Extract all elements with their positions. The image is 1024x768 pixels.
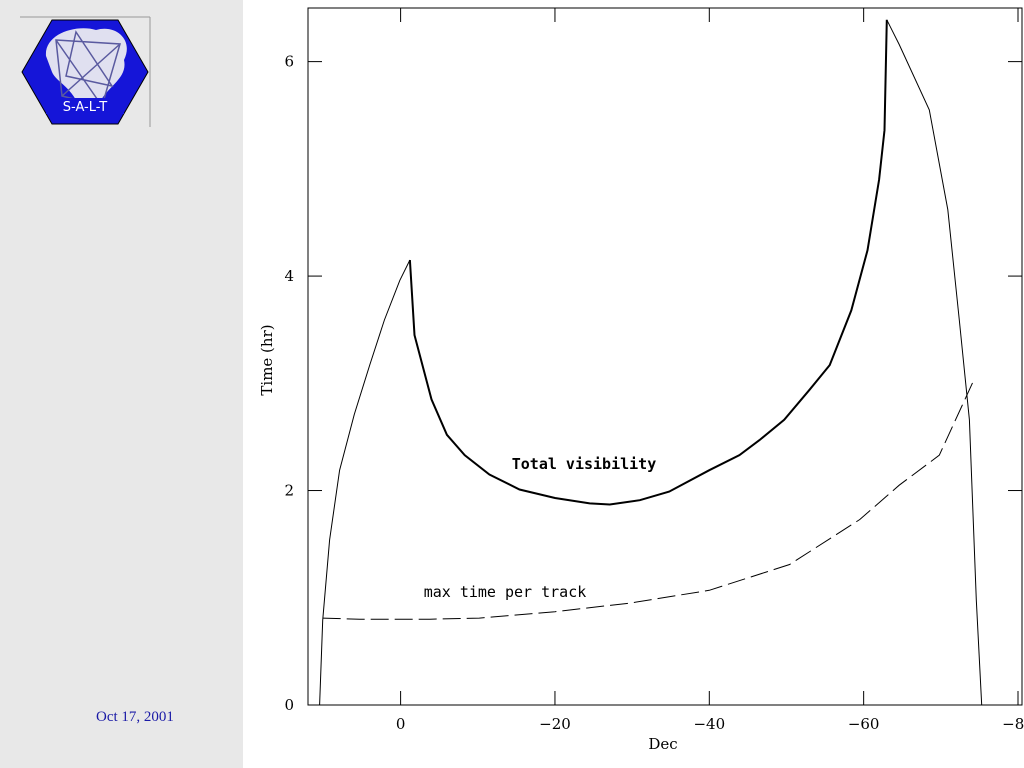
annotation: max time per track (424, 583, 587, 601)
x-tick-label: −60 (848, 715, 880, 733)
series-line (319, 259, 411, 706)
x-tick-label: −80 (1002, 715, 1024, 733)
y-tick-label: 0 (284, 696, 294, 714)
svg-text:S-A-L-T: S-A-L-T (63, 100, 107, 115)
x-tick-label: 0 (396, 715, 406, 733)
series-line (322, 377, 976, 620)
y-tick-label: 6 (284, 53, 294, 71)
series-line (408, 19, 888, 506)
sidebar: S-A-L-T Oct 17, 2001 (0, 0, 243, 768)
annotation: Total visibility (512, 455, 657, 473)
logo: S-A-L-T (20, 16, 151, 127)
x-tick-label: −40 (693, 715, 725, 733)
plot-frame (307, 7, 1023, 706)
series-line (886, 19, 983, 706)
x-axis-label: Dec (648, 735, 677, 753)
date: Oct 17, 2001 (96, 709, 174, 725)
y-axis-label: Time (hr) (258, 324, 276, 395)
y-tick-label: 4 (284, 267, 294, 285)
x-tick-label: −20 (539, 715, 571, 733)
y-tick-label: 2 (284, 482, 294, 500)
